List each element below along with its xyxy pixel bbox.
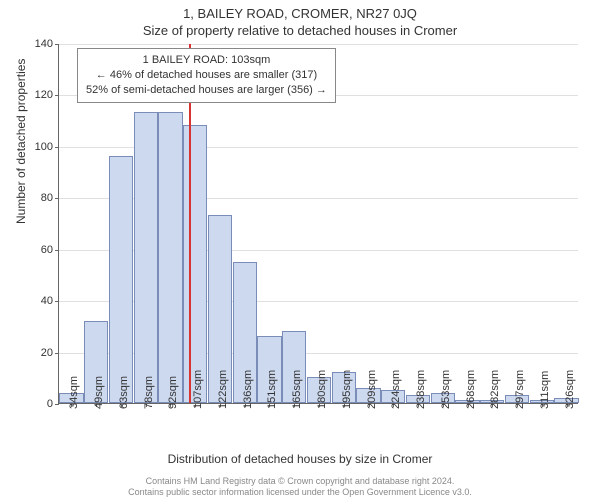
y-tick: 80 (41, 192, 59, 204)
x-tick: 224sqm (390, 370, 402, 409)
y-axis-label: Number of detached properties (14, 59, 28, 224)
page-subtitle: Size of property relative to detached ho… (0, 21, 600, 38)
x-tick: 238sqm (415, 370, 427, 409)
grid-line (59, 44, 578, 45)
x-tick: 195sqm (341, 370, 353, 409)
x-tick: 63sqm (118, 376, 130, 409)
plot-area: 02040608010012014034sqm49sqm63sqm78sqm92… (58, 44, 578, 404)
annotation-line-1: 1 BAILEY ROAD: 103sqm (86, 53, 327, 68)
footer: Contains HM Land Registry data © Crown c… (0, 476, 600, 499)
footer-line-1: Contains HM Land Registry data © Crown c… (0, 476, 600, 487)
x-tick: 282sqm (489, 370, 501, 409)
y-tick: 120 (35, 89, 59, 101)
bar (134, 112, 158, 403)
bar (109, 156, 133, 403)
x-tick: 297sqm (514, 370, 526, 409)
x-tick: 78sqm (143, 376, 155, 409)
x-tick: 311sqm (539, 371, 551, 409)
y-tick: 0 (47, 398, 59, 410)
x-tick: 268sqm (465, 370, 477, 409)
x-tick: 136sqm (242, 370, 254, 409)
x-tick: 253sqm (440, 370, 452, 409)
annotation-box: 1 BAILEY ROAD: 103sqm ← 46% of detached … (77, 48, 336, 103)
x-tick: 107sqm (192, 370, 204, 409)
x-tick: 34sqm (68, 376, 80, 409)
x-tick: 165sqm (291, 370, 303, 409)
annotation-line-3: 52% of semi-detached houses are larger (… (86, 83, 327, 98)
x-tick: 180sqm (316, 370, 328, 409)
x-tick: 122sqm (217, 370, 229, 409)
x-tick: 49sqm (93, 376, 105, 409)
y-tick: 60 (41, 244, 59, 256)
bar (183, 125, 207, 403)
y-tick: 100 (35, 141, 59, 153)
bar (158, 112, 182, 403)
y-tick: 40 (41, 295, 59, 307)
y-tick: 20 (41, 347, 59, 359)
page-title: 1, BAILEY ROAD, CROMER, NR27 0JQ (0, 0, 600, 21)
annotation-line-2: ← 46% of detached houses are smaller (31… (86, 68, 327, 83)
footer-line-2: Contains public sector information licen… (0, 487, 600, 498)
x-tick: 92sqm (167, 376, 179, 409)
chart-container: 1, BAILEY ROAD, CROMER, NR27 0JQ Size of… (0, 0, 600, 500)
x-axis-label: Distribution of detached houses by size … (0, 452, 600, 466)
x-tick: 151sqm (266, 370, 278, 409)
x-tick: 209sqm (366, 370, 378, 409)
x-tick: 326sqm (564, 370, 576, 409)
y-tick: 140 (35, 38, 59, 50)
